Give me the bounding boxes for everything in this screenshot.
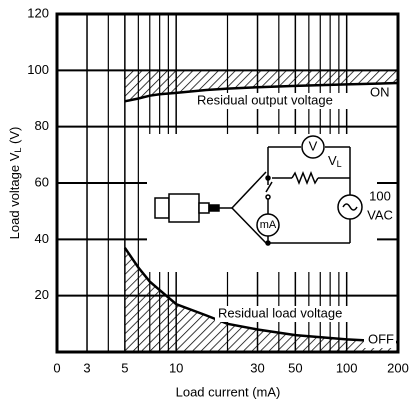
x-tick-label: 200 [387, 360, 409, 375]
annotation: Residual load voltage [218, 305, 342, 320]
y-label-main: Load voltage V [7, 152, 22, 239]
y-tick-label: 120 [27, 5, 49, 20]
hatch-area-on [124, 70, 399, 102]
y-tick-label: 40 [35, 231, 49, 246]
x-tick-label: 50 [288, 360, 302, 375]
load-label-main: V [328, 153, 337, 168]
x-tick-label: 100 [336, 360, 358, 375]
y-tick-label: 60 [35, 174, 49, 189]
legend-entry: ON [370, 84, 390, 99]
voltmeter-label: V [309, 138, 318, 153]
series-line [123, 247, 399, 344]
annotation: Residual output voltage [197, 92, 333, 107]
plot-frame [55, 12, 400, 354]
annotation: VAC [367, 207, 393, 222]
x-tick-label: 30 [250, 360, 264, 375]
hatched-areas [124, 70, 399, 352]
x-tick-label: 10 [169, 360, 183, 375]
load-label: VL [328, 153, 342, 169]
y-tick-label: 80 [35, 118, 49, 133]
x-tick-label: 0 [53, 360, 60, 375]
y-axis-label: Load voltage VL (V) [7, 127, 23, 240]
legend-entry: OFF [368, 331, 394, 346]
load-label-sub: L [337, 159, 342, 169]
curves [123, 81, 399, 344]
label-background [364, 332, 396, 348]
label-background [215, 306, 370, 322]
y-tick-label: 20 [35, 287, 49, 302]
series-line [124, 81, 399, 103]
x-tick-label: 3 [83, 360, 90, 375]
circuit [154, 135, 363, 246]
x-axis-label: Load current (mA) [176, 384, 281, 399]
y-label-unit: (V) [7, 127, 22, 148]
hatch-area-off [124, 247, 399, 352]
annotation: 100 [369, 188, 391, 203]
y-label-sub: L [13, 148, 23, 153]
y-tick-label: 100 [27, 62, 49, 77]
x-tick-label: 5 [121, 360, 128, 375]
label-background [194, 93, 354, 109]
ammeter-label: mA [260, 219, 277, 231]
